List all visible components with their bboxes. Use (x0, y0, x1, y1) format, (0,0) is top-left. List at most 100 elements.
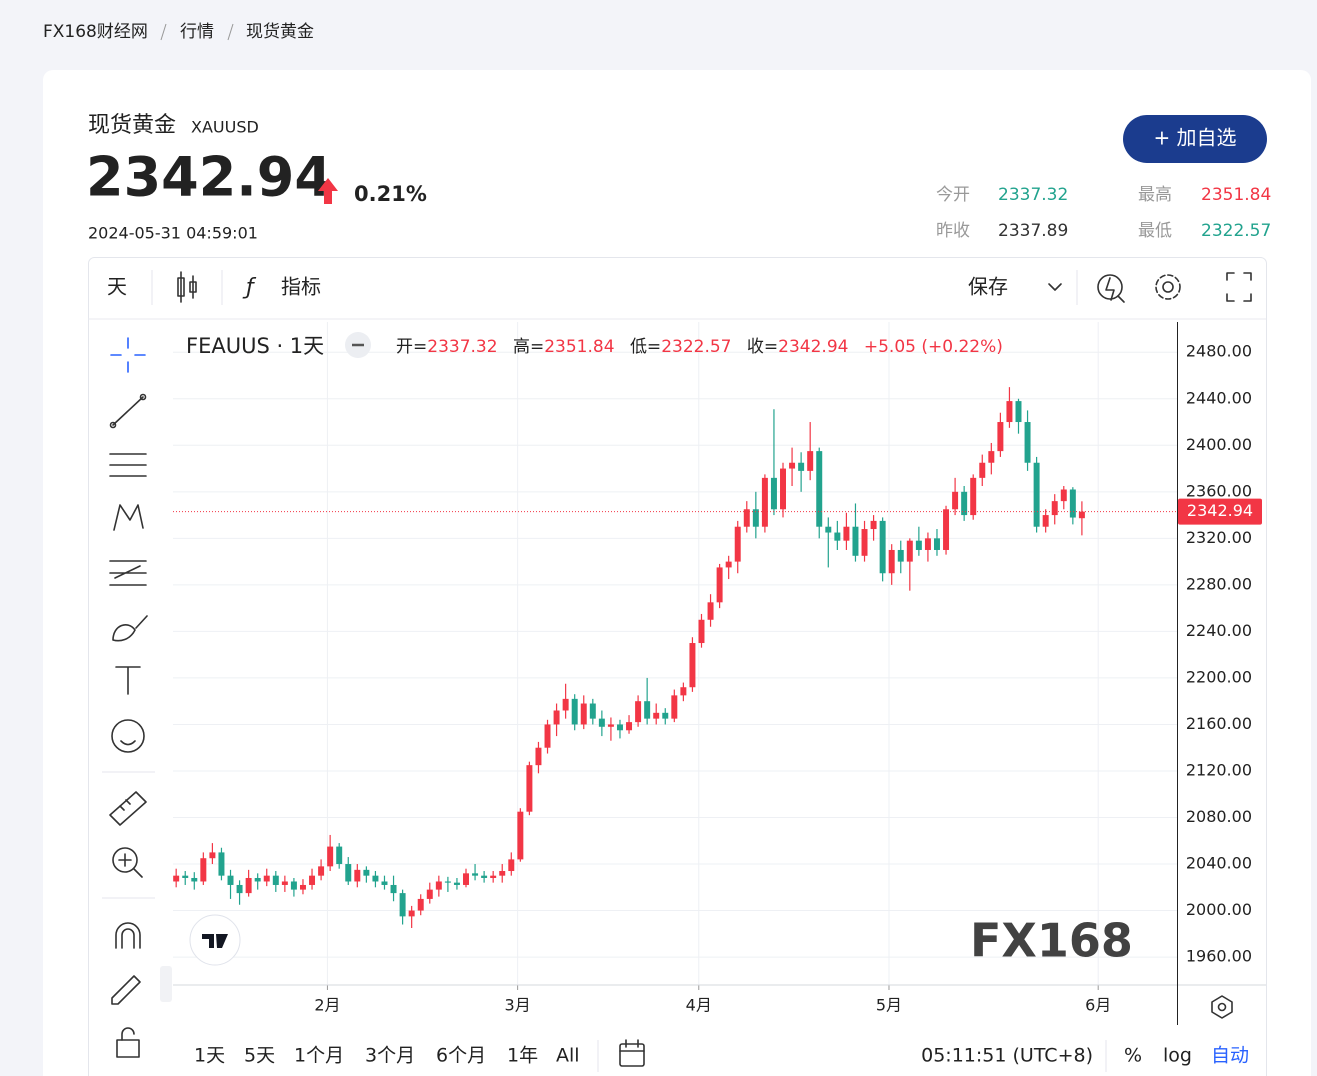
unlock-tool[interactable] (116, 1039, 140, 1058)
settings-icon[interactable] (1155, 274, 1181, 300)
log-toggle[interactable]: log (1163, 1045, 1192, 1067)
text-tool[interactable] (115, 666, 141, 695)
legend-close: 2342.94 (778, 337, 848, 357)
pattern-tool[interactable] (113, 504, 144, 531)
tv-logo[interactable] (202, 934, 228, 948)
candle-body (254, 877, 261, 882)
range-button[interactable]: 5天 (244, 1045, 275, 1067)
candle-body (417, 898, 424, 911)
candle-body (1015, 401, 1022, 423)
percent-toggle[interactable]: % (1124, 1045, 1142, 1067)
candle-body (481, 875, 488, 878)
candle-body (345, 864, 352, 882)
x-tick-label: 2月 (314, 996, 340, 1015)
range-button[interactable]: 6个月 (436, 1045, 486, 1067)
emoji-tool[interactable] (120, 740, 136, 746)
brush-tool[interactable] (112, 615, 148, 642)
lines-tool[interactable] (109, 453, 147, 477)
candle-body (943, 509, 950, 550)
goto-date-icon[interactable] (619, 1039, 645, 1067)
watch-button-label[interactable]: + 加自选 (1153, 126, 1236, 150)
candle-body (662, 712, 669, 719)
magnet-tool[interactable] (115, 922, 141, 949)
ruler-tool[interactable] (109, 791, 147, 826)
candle-body (979, 462, 986, 478)
candle-body (743, 509, 750, 527)
breadcrumb-current: 现货黄金 (246, 22, 314, 42)
change-percent: 0.21% (354, 182, 427, 206)
candle-body (1069, 489, 1076, 518)
candle-body (290, 881, 297, 890)
candle-body (200, 858, 207, 882)
candle-body (644, 701, 651, 719)
candle-body (435, 881, 442, 890)
range-button[interactable]: 1个月 (294, 1045, 344, 1067)
unlock-tool[interactable] (121, 1027, 135, 1041)
candle-body (1042, 515, 1049, 527)
candle-body (807, 451, 814, 471)
interval-button[interactable]: 天 (107, 275, 127, 299)
save-chevron[interactable] (1048, 283, 1062, 291)
candle-body (680, 687, 687, 696)
collapse-handle[interactable] (160, 966, 172, 1002)
candle-body (182, 875, 189, 878)
lock-drawings-tool[interactable] (111, 975, 141, 1005)
indicators-button[interactable]: 指标 (281, 275, 321, 299)
candle-body (499, 871, 506, 876)
candle-body (354, 869, 361, 882)
y-tick-label: 2120.00 (1186, 760, 1252, 779)
candle-body (580, 703, 587, 725)
range-button[interactable]: 1年 (507, 1045, 538, 1067)
emoji-tool[interactable] (111, 719, 145, 753)
y-tick-label: 2200.00 (1186, 667, 1252, 686)
fib-tool[interactable] (109, 560, 147, 586)
y-tick-label: 2400.00 (1186, 435, 1252, 454)
separator (160, 23, 167, 41)
candle-body (535, 747, 542, 766)
watermark: FX168 (970, 914, 1133, 968)
stat-label: 最高 (1138, 185, 1172, 205)
range-button[interactable]: 3个月 (365, 1045, 415, 1067)
replay-icon[interactable] (1097, 274, 1125, 303)
candle-body (616, 724, 623, 731)
candle-body (490, 875, 497, 878)
line-tool[interactable] (109, 421, 117, 429)
fullscreen-icon[interactable] (1226, 272, 1252, 302)
range-button[interactable]: All (556, 1045, 580, 1067)
stat-open: 2337.32 (998, 185, 1068, 205)
candle-body (997, 422, 1004, 452)
candle-type-icon[interactable] (177, 271, 197, 303)
watch-button[interactable] (1123, 115, 1267, 163)
breadcrumb-market[interactable]: 行情 (180, 22, 214, 42)
clock: 05:11:51 (UTC+8) (921, 1045, 1093, 1067)
candle-body (263, 875, 270, 882)
range-button[interactable]: 1天 (194, 1045, 225, 1067)
zoom-tool[interactable] (112, 847, 138, 873)
axis-settings[interactable] (1211, 995, 1233, 1019)
x-tick-label: 5月 (876, 996, 902, 1015)
candle-body (924, 538, 931, 550)
y-tick-label: 2320.00 (1186, 528, 1252, 547)
y-tick-label: 2240.00 (1186, 621, 1252, 640)
candle-body (589, 703, 596, 719)
breadcrumb-home[interactable]: FX168财经网 (43, 22, 148, 42)
tv-logo[interactable] (189, 914, 241, 966)
candle-body (372, 875, 379, 882)
auto-toggle[interactable]: 自动 (1211, 1045, 1249, 1067)
fx-icon[interactable]: ƒ (242, 275, 257, 300)
save-button[interactable]: 保存 (968, 275, 1008, 299)
stat-label: 最低 (1138, 221, 1172, 241)
candle-body (970, 477, 977, 516)
line-tool[interactable] (112, 396, 144, 426)
candle-body (752, 509, 759, 527)
axis-settings[interactable] (1217, 1002, 1227, 1012)
legend-label: 收= (747, 337, 778, 357)
crosshair-tool[interactable] (110, 337, 146, 373)
candle-body (299, 884, 306, 890)
line-tool[interactable] (139, 393, 147, 401)
quote-time: 2024-05-31 04:59:01 (88, 224, 258, 243)
zoom-tool[interactable] (118, 853, 143, 878)
candle-body (961, 491, 968, 516)
axes: 1960.00 2000.00 2040.00 2080.00 2120.00 2160.… (314, 342, 1262, 1015)
